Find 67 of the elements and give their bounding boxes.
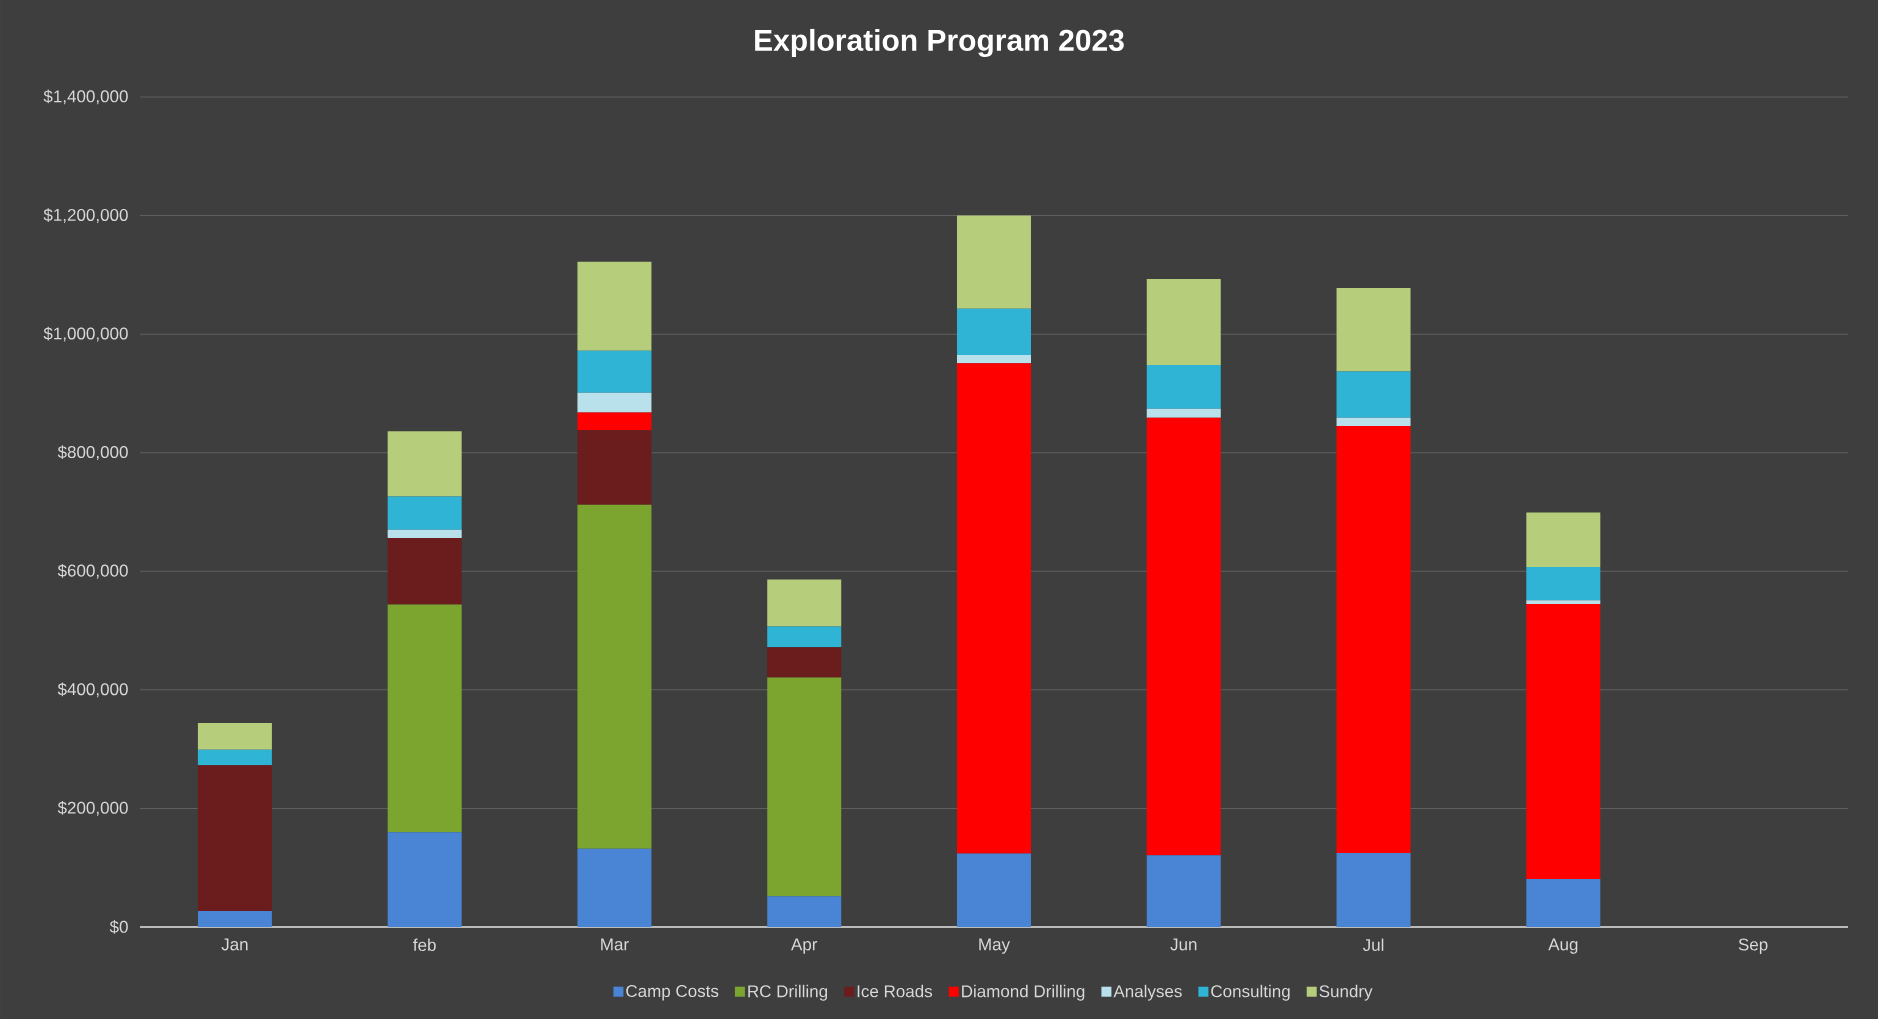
bar [387, 431, 462, 497]
bar [1146, 278, 1221, 365]
bar [387, 604, 462, 833]
x-tick-label: May [979, 938, 1011, 954]
y-tick-label: $1,400,000 [43, 89, 128, 105]
bar [1526, 878, 1601, 927]
y-tick-label: $600,000 [57, 563, 128, 579]
x-tick-label: Jul [1362, 938, 1384, 952]
legend-label: Consulting [1211, 984, 1290, 1001]
bar [1146, 417, 1221, 856]
bar [197, 910, 272, 927]
legend-label: Sundry [1319, 984, 1373, 1001]
bar [577, 261, 652, 351]
bar [1336, 417, 1411, 427]
legend-label: Ice Roads [857, 984, 933, 998]
bar [1146, 855, 1221, 927]
y-tick-label: $800,000 [57, 445, 128, 461]
x-tick-label: Sep [1738, 938, 1768, 954]
x-tick-label: Aug [1548, 938, 1578, 954]
bar [956, 853, 1031, 927]
bar [577, 504, 652, 849]
bar [1146, 364, 1221, 409]
bar [956, 215, 1031, 309]
bar [1526, 567, 1601, 601]
bar [577, 350, 652, 393]
bar [577, 848, 652, 927]
bar [1146, 408, 1221, 418]
bar [767, 896, 842, 927]
bar [956, 363, 1031, 854]
bar [387, 496, 462, 530]
chart-title: Exploration Program 2023 [755, 28, 1124, 58]
bar [577, 412, 652, 431]
bar [767, 677, 842, 897]
bar [1336, 287, 1411, 372]
legend-label: RC Drilling [748, 984, 828, 1001]
bar [387, 538, 462, 605]
bar [387, 832, 462, 927]
bar [197, 765, 272, 911]
bar [197, 723, 272, 750]
bar [577, 392, 652, 413]
x-tick-label: feb [413, 938, 436, 952]
bar [577, 430, 652, 505]
bar [1526, 512, 1601, 568]
x-tick-label: Jan [221, 938, 248, 951]
bar [1336, 852, 1411, 927]
y-tick-label: $1,000,000 [43, 326, 128, 342]
bar [1526, 600, 1601, 604]
bar [767, 626, 842, 648]
bar [767, 579, 842, 627]
y-tick-label: $0 [109, 920, 128, 934]
legend-label: Camp Costs [626, 985, 719, 1001]
x-tick-label: Jun [1170, 938, 1197, 951]
bar [767, 647, 842, 678]
bar [956, 308, 1031, 355]
x-tick-label: Mar [601, 938, 629, 951]
y-tick-label: $400,000 [57, 682, 128, 698]
legend-label: Diamond Drilling [962, 984, 1085, 1001]
bar [1336, 371, 1411, 418]
bar [197, 749, 272, 766]
legend-label: Analyses [1113, 984, 1182, 1001]
y-tick-label: $1,200,000 [43, 208, 128, 223]
bar [956, 354, 1031, 364]
bar [1336, 426, 1411, 853]
bar [387, 529, 462, 539]
y-tick-label: $200,000 [57, 801, 128, 816]
x-tick-label: Apr [791, 938, 818, 954]
bar [1526, 603, 1601, 879]
